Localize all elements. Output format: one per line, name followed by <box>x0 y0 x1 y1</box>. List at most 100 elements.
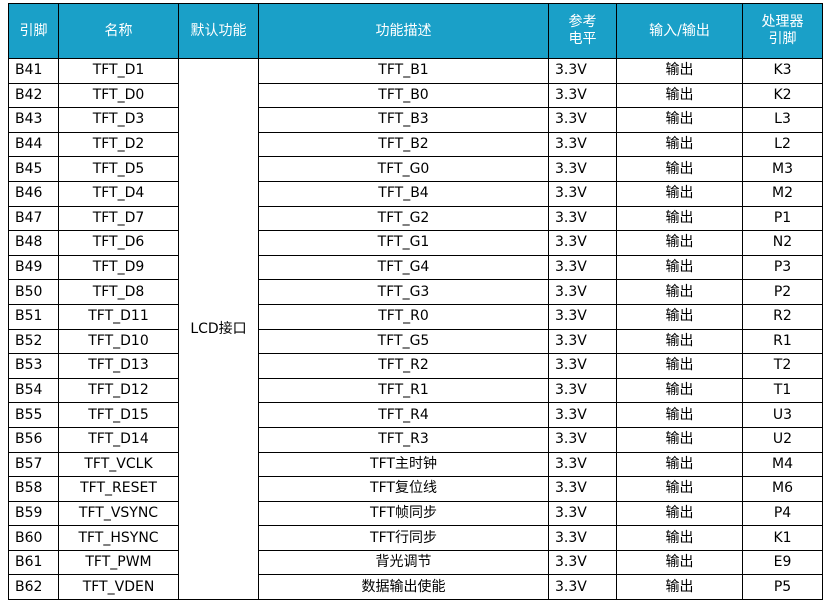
table-row: B49 TFT_D9 TFT_G4 3.3V 输出 P3 <box>8 254 823 281</box>
pin-cell: B51 <box>8 303 59 330</box>
description-cell: TFT_R2 <box>258 353 549 379</box>
processor-pin-cell: R1 <box>742 328 823 355</box>
processor-pin-cell: P2 <box>742 279 823 305</box>
pin-cell: B60 <box>8 525 59 551</box>
description-cell: TFT_B0 <box>258 82 549 109</box>
description-cell: TFT_G0 <box>258 156 549 182</box>
header-name: 名称 <box>58 3 179 59</box>
io-cell: 输出 <box>616 131 743 158</box>
description-cell: TFT_R3 <box>258 426 549 453</box>
table-row: B59 TFT_VSYNC TFT帧同步 3.3V 输出 P4 <box>8 500 823 527</box>
pin-table-wrapper: 引脚 名称 默认功能 功能描述 参考 电平 输入/输出 处理器 引脚 B41 TF… <box>8 3 823 601</box>
header-default-function: 默认功能 <box>178 3 259 59</box>
pin-cell: B56 <box>8 426 59 453</box>
name-cell: TFT_RESET <box>58 476 179 502</box>
reference-level-cell: 3.3V <box>548 451 617 478</box>
io-cell: 输出 <box>616 353 743 379</box>
name-cell: TFT_D14 <box>58 426 179 453</box>
description-cell: TFT行同步 <box>258 525 549 551</box>
description-cell: TFT_R1 <box>258 377 549 404</box>
reference-level-cell: 3.3V <box>548 353 617 379</box>
io-cell: 输出 <box>616 107 743 133</box>
reference-level-cell: 3.3V <box>548 107 617 133</box>
io-cell: 输出 <box>616 402 743 428</box>
description-cell: TFT_G2 <box>258 205 549 232</box>
name-cell: TFT_D3 <box>58 107 179 133</box>
reference-level-cell: 3.3V <box>548 426 617 453</box>
header-reference-level: 参考 电平 <box>548 3 617 59</box>
io-cell: 输出 <box>616 377 743 404</box>
header-reference-level-line1: 参考 <box>568 14 597 30</box>
reference-level-cell: 3.3V <box>548 402 617 428</box>
name-cell: TFT_D6 <box>58 230 179 256</box>
io-cell: 输出 <box>616 500 743 527</box>
description-cell: TFT_B2 <box>258 131 549 158</box>
name-cell: TFT_HSYNC <box>58 525 179 551</box>
name-cell: TFT_D1 <box>58 58 179 84</box>
description-cell: TFT_G3 <box>258 279 549 305</box>
io-cell: 输出 <box>616 549 743 576</box>
description-cell: TFT_G1 <box>258 230 549 256</box>
description-cell: 背光调节 <box>258 549 549 576</box>
io-cell: 输出 <box>616 303 743 330</box>
pin-cell: B55 <box>8 402 59 428</box>
processor-pin-cell: T1 <box>742 377 823 404</box>
table-row: B44 TFT_D2 TFT_B2 3.3V 输出 L2 <box>8 131 823 158</box>
description-cell: TFT_B3 <box>258 107 549 133</box>
pin-cell: B50 <box>8 279 59 305</box>
table-body: B41 TFT_D1 LCD接口 TFT_B1 3.3V 输出 K3 B42 TFT_D0 TFT… <box>8 57 823 601</box>
description-cell: TFT帧同步 <box>258 500 549 527</box>
table-row: B55 TFT_D15 TFT_R4 3.3V 输出 U3 <box>8 402 823 428</box>
processor-pin-cell: T2 <box>742 353 823 379</box>
processor-pin-cell: M3 <box>742 156 823 182</box>
reference-level-cell: 3.3V <box>548 549 617 576</box>
pin-cell: B46 <box>8 180 59 207</box>
name-cell: TFT_D11 <box>58 303 179 330</box>
processor-pin-cell: U2 <box>742 426 823 453</box>
processor-pin-cell: P4 <box>742 500 823 527</box>
pin-cell: B57 <box>8 451 59 478</box>
table-row: B50 TFT_D8 TFT_G3 3.3V 输出 P2 <box>8 279 823 305</box>
table-row: B56 TFT_D14 TFT_R3 3.3V 输出 U2 <box>8 426 823 453</box>
table-row: B60 TFT_HSYNC TFT行同步 3.3V 输出 K1 <box>8 525 823 551</box>
pin-cell: B58 <box>8 476 59 502</box>
reference-level-cell: 3.3V <box>548 254 617 281</box>
table-row: B54 TFT_D12 TFT_R1 3.3V 输出 T1 <box>8 377 823 404</box>
processor-pin-cell: R2 <box>742 303 823 330</box>
io-cell: 输出 <box>616 328 743 355</box>
header-processor-pin-line1: 处理器 <box>761 14 804 30</box>
table-row: B58 TFT_RESET TFT复位线 3.3V 输出 M6 <box>8 476 823 502</box>
io-cell: 输出 <box>616 574 743 601</box>
pin-cell: B45 <box>8 156 59 182</box>
name-cell: TFT_PWM <box>58 549 179 576</box>
header-pin: 引脚 <box>8 3 59 59</box>
table-row: B57 TFT_VCLK TFT主时钟 3.3V 输出 M4 <box>8 451 823 478</box>
name-cell: TFT_VDEN <box>58 574 179 601</box>
default-function-cell: LCD接口 <box>178 57 259 601</box>
pin-cell: B44 <box>8 131 59 158</box>
processor-pin-cell: K3 <box>742 58 823 84</box>
reference-level-cell: 3.3V <box>548 230 617 256</box>
processor-pin-cell: U3 <box>742 402 823 428</box>
processor-pin-cell: P1 <box>742 205 823 232</box>
processor-pin-cell: K1 <box>742 525 823 551</box>
table-row: B61 TFT_PWM 背光调节 3.3V 输出 E9 <box>8 549 823 576</box>
pin-cell: B43 <box>8 107 59 133</box>
name-cell: TFT_VSYNC <box>58 500 179 527</box>
table-row: B48 TFT_D6 TFT_G1 3.3V 输出 N2 <box>8 230 823 256</box>
table-row: B46 TFT_D4 TFT_B4 3.3V 输出 M2 <box>8 180 823 207</box>
description-cell: TFT_R4 <box>258 402 549 428</box>
pin-cell: B62 <box>8 574 59 601</box>
pin-cell: B59 <box>8 500 59 527</box>
processor-pin-cell: K2 <box>742 82 823 109</box>
name-cell: TFT_D0 <box>58 82 179 109</box>
name-cell: TFT_D8 <box>58 279 179 305</box>
processor-pin-cell: M4 <box>742 451 823 478</box>
reference-level-cell: 3.3V <box>548 58 617 84</box>
processor-pin-cell: L2 <box>742 131 823 158</box>
io-cell: 输出 <box>616 476 743 502</box>
header-processor-pin: 处理器 引脚 <box>742 3 823 59</box>
name-cell: TFT_D5 <box>58 156 179 182</box>
reference-level-cell: 3.3V <box>548 205 617 232</box>
name-cell: TFT_D4 <box>58 180 179 207</box>
